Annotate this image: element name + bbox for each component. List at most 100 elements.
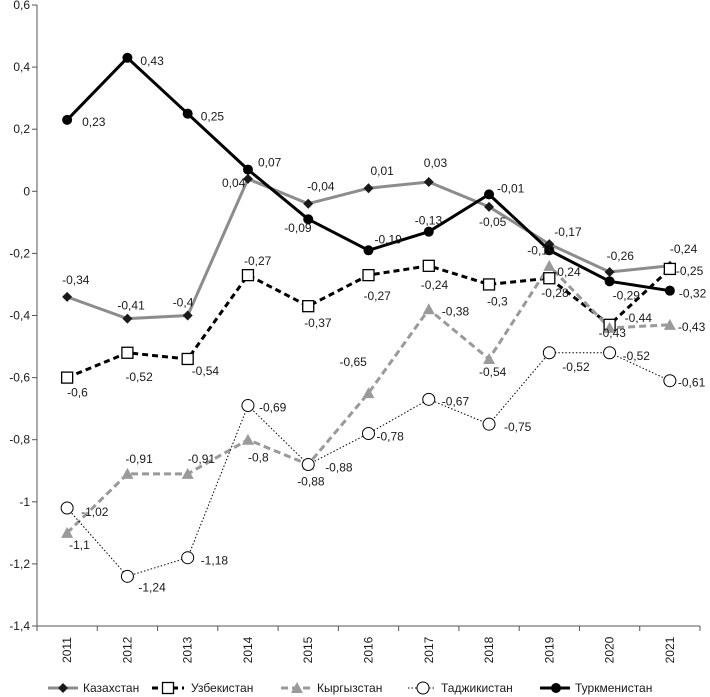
series-labels-turkmenistan: 0,23 0,43 0,25 0,07 -0,09 -0,19 -0,13 -0,01 -0,1…	[82, 54, 706, 302]
data-label: -0,25	[676, 264, 704, 278]
y-tick-label: 0,4	[13, 60, 30, 74]
data-point-tajikistan	[542, 346, 556, 360]
x-tick-label: 2012	[120, 636, 134, 663]
data-point-kazakhstan	[484, 201, 495, 212]
data-label: 0,23	[82, 115, 106, 129]
data-point-kyrgyzstan	[422, 303, 435, 315]
data-label: -0,24	[421, 278, 449, 292]
data-label: 0,03	[424, 156, 448, 170]
data-point-kyrgyzstan	[241, 433, 254, 445]
data-point-uzbekistan	[60, 371, 74, 384]
data-point-turkmenistan	[62, 114, 73, 125]
data-point-kazakhstan	[363, 183, 374, 194]
x-tick-label: 2011	[60, 637, 74, 663]
data-point-kyrgyzstan	[543, 259, 556, 271]
y-tick-label: -1,4	[9, 619, 30, 633]
data-point-uzbekistan	[543, 272, 556, 285]
data-label: 0,43	[140, 54, 164, 68]
data-label: -0,52	[562, 360, 590, 374]
data-point-kazakhstan	[182, 310, 193, 321]
data-point-kyrgyzstan	[121, 467, 134, 479]
series-lines	[66, 56, 671, 577]
data-label: -0,44	[625, 311, 653, 325]
data-label: -0,75	[504, 420, 532, 434]
data-point-turkmenistan	[423, 226, 434, 237]
data-point-kazakhstan	[242, 173, 253, 184]
data-label: -0,01	[497, 181, 525, 195]
series-labels-kyrgyzstan: -1,1 -0,91 -0,91 -0,8 -0,88 -0,65 -0,38 -0,54 -0…	[69, 265, 705, 552]
data-point-kyrgyzstan	[603, 321, 616, 333]
data-label: -0,67	[442, 394, 470, 408]
data-label: 0,01	[371, 164, 395, 178]
data-label: 0,25	[201, 110, 225, 124]
data-labels: -0,34 -0,41 -0,4 0,04 -0,04 0,01 0,03 -0,05 -0,1…	[62, 54, 706, 595]
data-label: -0,65	[340, 355, 368, 369]
data-point-turkmenistan	[242, 164, 253, 175]
data-point-tajikistan	[241, 399, 255, 413]
x-tick-label: 2020	[603, 636, 617, 663]
series-markers	[60, 52, 677, 583]
x-tick-label: 2013	[181, 636, 195, 663]
data-label: -0,17	[554, 225, 582, 239]
legend-label: Узбекистан	[191, 681, 253, 695]
data-label: -0,88	[325, 461, 353, 475]
data-label: 0,07	[258, 156, 282, 170]
data-label: -0,52	[623, 349, 651, 363]
data-point-tajikistan	[663, 374, 677, 388]
data-label: -0,54	[479, 365, 507, 379]
data-point-tajikistan	[301, 458, 315, 472]
data-point-kazakhstan	[122, 313, 133, 324]
data-point-uzbekistan	[302, 300, 315, 313]
x-tick-label: 2016	[362, 636, 376, 663]
data-label: -0,91	[125, 452, 153, 466]
data-label: -0,27	[244, 254, 272, 268]
y-tick-label: -1	[19, 495, 30, 509]
data-label: -0,34	[62, 273, 90, 287]
axes: 0,6 0,4 0,2 0 -0,2 -0,4 -0,6 -0,8 -1 -1,2 -1,4 2011…	[9, 0, 701, 663]
data-point-kyrgyzstan	[61, 526, 74, 538]
legend-marker	[58, 683, 68, 693]
legend-label: Таджикистан	[441, 681, 513, 695]
data-point-kazakhstan	[604, 267, 615, 278]
y-tick-label: 0	[23, 184, 30, 198]
data-label: -0,69	[259, 401, 287, 415]
data-point-kyrgyzstan	[483, 352, 496, 364]
x-tick-label: 2014	[241, 636, 255, 663]
series-markers-kyrgyzstan	[61, 259, 676, 538]
data-label: -0,04	[307, 180, 335, 194]
data-point-tajikistan	[422, 392, 436, 406]
data-point-turkmenistan	[363, 245, 374, 256]
data-label: -0,26	[607, 249, 635, 263]
series-labels-tajikistan: -1,02 -1,24 -1,18 -0,69 -0,88 -0,78 -0,67 -0,75…	[81, 349, 705, 595]
legend-item-kyrgyzstan: Кыргызстан	[281, 681, 382, 695]
data-label: -0,38	[442, 304, 470, 318]
data-label: -0,19	[375, 232, 403, 246]
series-labels-uzbekistan: -0,6 -0,52 -0,54 -0,27 -0,37 -0,27 -0,24 -0,3 -0…	[67, 254, 703, 400]
data-point-tajikistan	[362, 426, 375, 440]
data-label: -0,43	[599, 326, 627, 340]
data-point-kyrgyzstan	[362, 387, 375, 399]
data-label: -0,78	[377, 430, 405, 444]
data-label: -0,6	[67, 386, 88, 400]
series-line-tajikistan	[66, 352, 671, 577]
data-point-kyrgyzstan	[181, 467, 194, 479]
data-point-kazakhstan	[303, 198, 314, 209]
data-label: -1,18	[201, 554, 229, 568]
data-label: -0,54	[192, 364, 220, 378]
data-label: -0,3	[487, 294, 508, 308]
data-label: -0,29	[613, 288, 641, 302]
legend-marker	[416, 681, 430, 695]
legend-marker	[291, 682, 303, 693]
x-tick-label: 2019	[542, 636, 556, 663]
legend-marker	[161, 681, 175, 695]
data-point-tajikistan	[181, 551, 195, 565]
series-line-turkmenistan	[66, 56, 671, 293]
y-tick-label: -0,4	[9, 309, 30, 323]
data-point-uzbekistan	[663, 262, 677, 276]
legend-item-turkmenistan: Туркменистан	[540, 681, 652, 695]
data-label: -0,28	[541, 286, 569, 300]
data-label: -0,52	[125, 370, 153, 384]
legend-label: Туркменистан	[575, 681, 652, 695]
